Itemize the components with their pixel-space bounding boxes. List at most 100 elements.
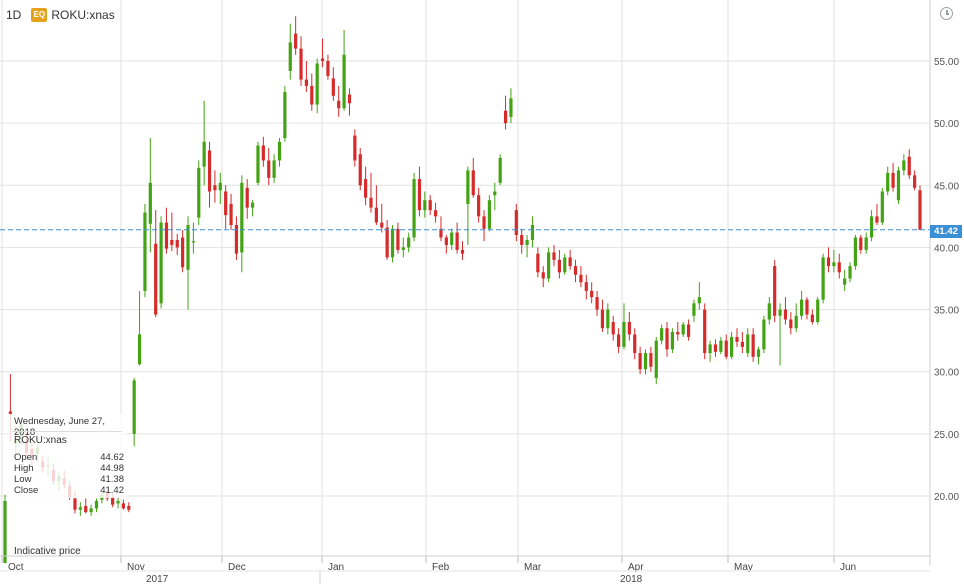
candle [794, 303, 798, 332]
candle-body [229, 203, 233, 226]
candle-body [390, 228, 395, 258]
candle [520, 228, 524, 254]
candle [143, 203, 147, 298]
candle-body [552, 252, 556, 260]
candle [315, 58, 319, 114]
candle [337, 85, 341, 117]
candle [89, 504, 93, 516]
clock-icon[interactable] [940, 7, 953, 20]
candle [627, 312, 631, 341]
candle [477, 187, 481, 223]
candle [396, 222, 400, 254]
candle [353, 129, 357, 167]
candle [154, 210, 158, 318]
candle-body [665, 328, 669, 350]
candle-body [240, 182, 244, 253]
candle [347, 88, 352, 116]
candle-body [396, 228, 400, 250]
y-axis-ticks: 20.00 25.00 30.00 35.00 40.00 45.00 50.00 55.00 [934, 57, 959, 503]
candle [261, 136, 265, 167]
candle [256, 141, 260, 186]
candle-body [746, 334, 750, 354]
candle-body [891, 172, 895, 188]
candle-body [202, 141, 206, 167]
candle [94, 498, 99, 513]
interval-selector[interactable]: 1D [6, 8, 22, 22]
candle [762, 315, 766, 354]
candle-body [918, 190, 922, 230]
candle [121, 499, 126, 510]
candle-body [724, 340, 728, 357]
candle [789, 312, 793, 335]
candle [132, 377, 136, 447]
candle-body [547, 252, 551, 279]
y-tick-label: 50.00 [934, 119, 959, 130]
candle-body [132, 380, 136, 434]
candle-body [783, 309, 788, 320]
candle [310, 73, 314, 111]
y-tick-label: 35.00 [934, 306, 959, 317]
ohlc-tooltip: Wednesday, June 27, 2018 ROKU:xnas Open … [8, 414, 126, 498]
candle [638, 346, 642, 375]
candle-body [853, 237, 858, 267]
candle-body [563, 257, 567, 273]
candle-body [660, 328, 664, 341]
candle [719, 336, 723, 355]
candle-body [810, 314, 814, 322]
candle [665, 322, 669, 357]
candle-body [837, 262, 841, 273]
candle-body [385, 227, 389, 258]
candle-body [417, 179, 422, 211]
candle [170, 212, 174, 252]
symbol-tag[interactable]: EQ ROKU:xnas [31, 8, 115, 23]
candle-body [676, 331, 680, 335]
candle-body [73, 498, 77, 510]
candle-body [407, 237, 411, 248]
candle-body [708, 344, 712, 354]
candle [536, 247, 540, 278]
candle [568, 249, 572, 270]
candle [643, 349, 648, 375]
candle [557, 249, 561, 279]
candle [670, 328, 675, 354]
candle-body [358, 154, 362, 186]
candle-body [525, 239, 529, 245]
candle [816, 297, 820, 325]
candle-body [611, 322, 615, 335]
candle [207, 141, 212, 208]
candle [433, 202, 438, 223]
candle-body [460, 249, 465, 254]
candle-body [164, 222, 169, 249]
candle-body [143, 212, 147, 291]
candle [853, 235, 858, 270]
candle-body [730, 336, 734, 357]
candle-body [315, 63, 319, 105]
y-tick-label: 45.00 [934, 181, 959, 192]
candle-body [288, 42, 292, 71]
tooltip-row-open: Open 44.62 [14, 452, 124, 463]
candle [902, 154, 906, 176]
tooltip-row-low: Low 41.38 [14, 474, 124, 485]
tooltip-row-high: High 44.98 [14, 463, 124, 474]
candle [783, 297, 788, 325]
candle [304, 61, 309, 93]
candle-body [423, 200, 427, 211]
candle [277, 138, 282, 167]
candle [164, 207, 169, 254]
candle-body [869, 216, 874, 238]
candle [224, 185, 228, 229]
candle-body [907, 156, 911, 176]
x-month-label: Nov [127, 562, 145, 573]
candle [746, 328, 750, 357]
candle [843, 269, 847, 291]
candle [487, 195, 492, 232]
candle-body [638, 353, 642, 370]
candle [584, 274, 588, 300]
candle-body [859, 237, 863, 250]
candle-body [654, 340, 658, 378]
candle-body [703, 309, 707, 354]
candle [751, 328, 755, 362]
candle [686, 319, 691, 341]
candle [681, 322, 685, 337]
